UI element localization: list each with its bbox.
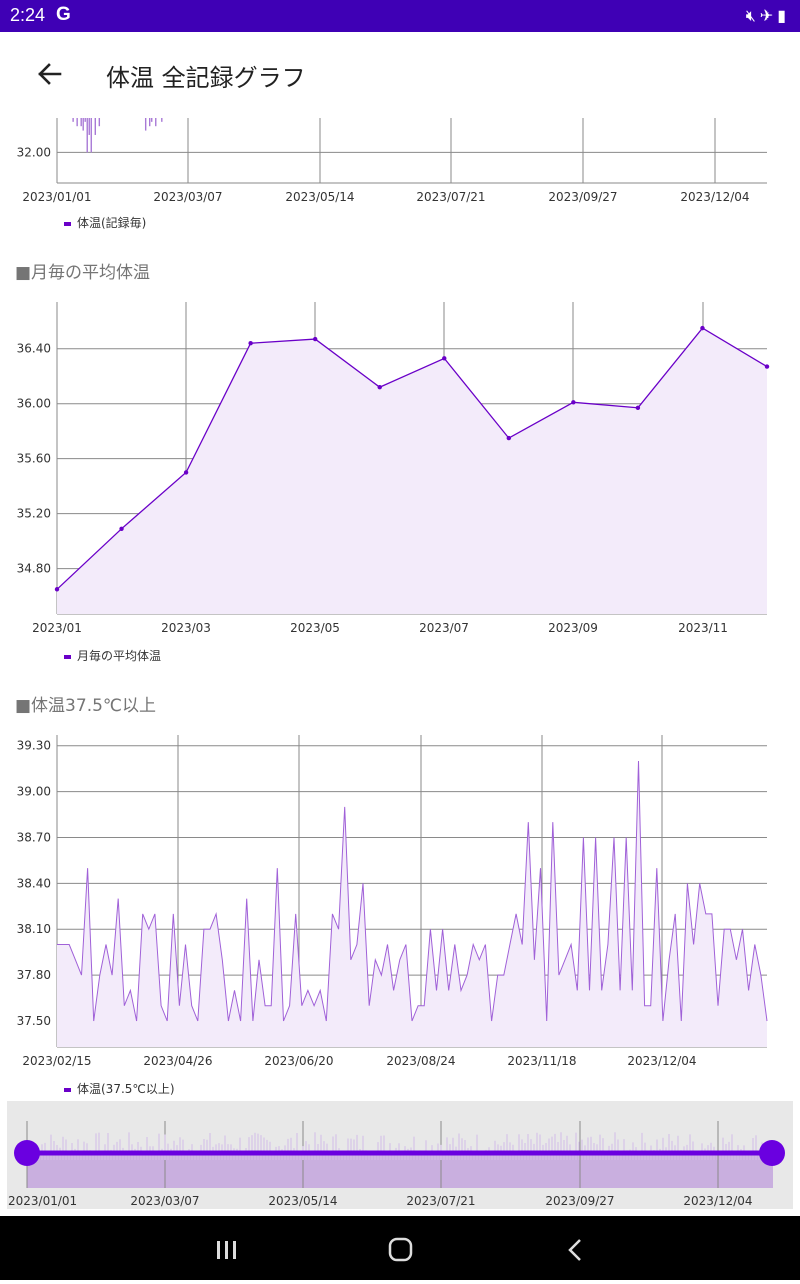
range-navigator[interactable]: 2023/01/01 2023/03/07 2023/05/14 2023/07/21… xyxy=(7,1101,793,1209)
arrow-back-icon xyxy=(38,63,62,85)
legend-over-37-5: 体温(37.5℃以上) xyxy=(64,1080,175,1097)
range-start-thumb xyxy=(14,1140,40,1166)
navigation-bar xyxy=(0,1216,800,1280)
range-end-thumb xyxy=(759,1140,785,1166)
series-line xyxy=(57,760,768,1022)
data-point xyxy=(764,364,770,369)
data-point xyxy=(571,400,576,405)
page-title: 体温 全記録グラフ xyxy=(106,64,306,92)
data-point xyxy=(183,470,189,475)
legend-label: 体温(記録毎) xyxy=(77,216,147,230)
x-tick-label: 2023/07 xyxy=(419,621,469,635)
battery-icon: ▮ xyxy=(777,6,790,25)
data-point xyxy=(248,341,253,346)
x-tick-label: 2023/08/24 xyxy=(386,1054,455,1068)
y-tick-label: 32.00 xyxy=(17,145,51,159)
data-point xyxy=(635,405,641,411)
x-tick-label: 2023/03/07 xyxy=(130,1194,199,1208)
y-tick-label: 35.60 xyxy=(17,452,51,466)
legend-swatch xyxy=(64,1087,71,1092)
chart-monthly-average: 34.80 35.20 35.60 36.00 36.40 2023/01 2023/03 2… xyxy=(17,302,770,635)
back-button[interactable] xyxy=(30,54,70,94)
chart-over-37-5: 37.50 37.80 38.10 38.40 38.70 39.00 39.30 2023/… xyxy=(17,735,768,1068)
x-tick-label: 2023/07/21 xyxy=(406,1194,475,1208)
y-tick-label: 38.40 xyxy=(17,876,51,890)
x-tick-label: 2023/06/20 xyxy=(264,1054,333,1068)
home-icon[interactable] xyxy=(388,1237,413,1262)
y-tick-label: 38.10 xyxy=(17,922,51,936)
data-point xyxy=(506,435,512,441)
status-time: 2:24 xyxy=(10,5,46,25)
area-fill xyxy=(57,761,767,1047)
y-tick-label: 39.30 xyxy=(17,739,51,753)
legend-record-temperature: 体温(記録毎) xyxy=(64,214,146,231)
x-tick-label: 2023/11 xyxy=(678,621,728,635)
legend-monthly-average: 月毎の平均体温 xyxy=(64,647,161,664)
data-point xyxy=(312,336,318,342)
x-tick-label: 2023/01/01 xyxy=(8,1194,77,1208)
x-tick-label: 2023/09 xyxy=(548,621,598,635)
x-tick-label: 2023/05/14 xyxy=(268,1194,337,1208)
x-tick-label: 2023/01/01 xyxy=(22,190,91,204)
y-tick-label: 37.80 xyxy=(17,968,51,982)
x-tick-label: 2023/05/14 xyxy=(285,190,354,204)
data-point xyxy=(54,587,60,592)
chart-content: 33.0032.002023/01/012023/03/072023/05/14… xyxy=(7,100,793,1209)
data-point xyxy=(377,385,382,390)
x-tick-label: 2023/12/04 xyxy=(627,1054,696,1068)
status-icons: 🔇︎✈︎▮ xyxy=(746,6,790,26)
legend-label: 月毎の平均体温 xyxy=(77,649,162,663)
x-tick-label: 2023/02/15 xyxy=(22,1054,91,1068)
x-tick-label: 2023/04/26 xyxy=(143,1054,212,1068)
y-tick-label: 36.40 xyxy=(17,342,51,356)
legend-swatch xyxy=(64,654,71,659)
data-point xyxy=(700,325,705,331)
series-line xyxy=(56,327,768,590)
section-title-over-37-5: ■体温37.5℃以上 xyxy=(15,696,157,716)
y-tick-label: 37.50 xyxy=(17,1014,51,1028)
x-tick-label: 2023/07/21 xyxy=(416,190,485,204)
google-icon: G xyxy=(56,4,71,25)
recent-apps-icon[interactable] xyxy=(217,1241,236,1259)
area-fill xyxy=(57,328,767,614)
section-title-monthly: ■月毎の平均体温 xyxy=(15,263,151,283)
data-point xyxy=(442,356,447,361)
back-nav-icon[interactable] xyxy=(568,1239,581,1261)
app-bar: 体温 全記録グラフ xyxy=(0,32,800,118)
x-tick-label: 2023/03 xyxy=(161,621,211,635)
mute-icon: 🔇︎ xyxy=(745,6,760,25)
status-bar: 2:24 G 🔇︎✈︎▮ xyxy=(0,0,800,32)
y-tick-label: 36.00 xyxy=(17,397,51,411)
legend-label: 体温(37.5℃以上) xyxy=(77,1082,175,1096)
x-tick-label: 2023/12/04 xyxy=(683,1194,752,1208)
x-tick-label: 2023/05 xyxy=(290,621,340,635)
y-tick-label: 35.20 xyxy=(17,507,51,521)
navigator-selected-range xyxy=(27,1152,773,1188)
x-tick-label: 2023/01 xyxy=(32,621,82,635)
airplane-icon: ✈︎ xyxy=(759,6,778,25)
y-tick-label: 38.70 xyxy=(17,830,51,844)
y-tick-label: 39.00 xyxy=(17,785,51,799)
x-tick-label: 2023/11/18 xyxy=(507,1054,576,1068)
x-tick-label: 2023/12/04 xyxy=(680,190,749,204)
y-tick-label: 34.80 xyxy=(17,562,51,576)
data-point xyxy=(119,526,124,531)
x-tick-label: 2023/09/27 xyxy=(545,1194,614,1208)
x-tick-label: 2023/09/27 xyxy=(548,190,617,204)
x-tick-label: 2023/03/07 xyxy=(153,190,222,204)
legend-swatch xyxy=(64,221,71,226)
